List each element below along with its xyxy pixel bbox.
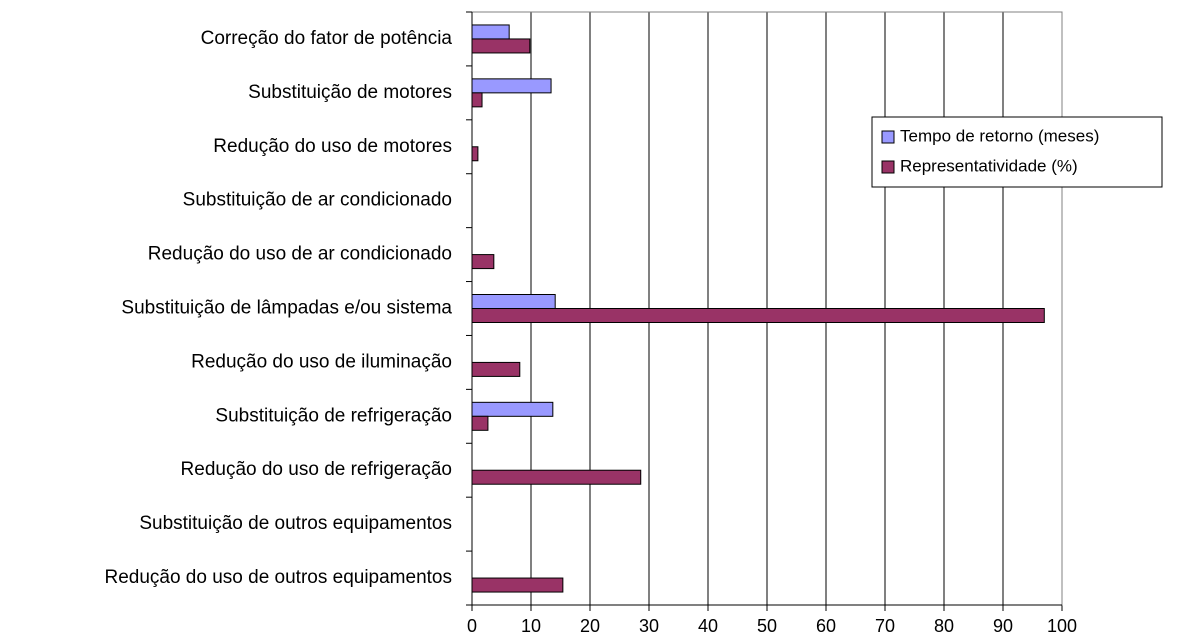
y-tick-label: Redução do uso de motores bbox=[213, 136, 452, 157]
y-tick-label: Substituição de lâmpadas e/ou sistema bbox=[121, 298, 452, 319]
legend-label: Representatividade (%) bbox=[900, 156, 1078, 175]
bar bbox=[471, 254, 495, 270]
x-tick-label: 10 bbox=[521, 616, 541, 635]
x-tick-label: 60 bbox=[816, 616, 836, 635]
bar bbox=[471, 401, 554, 417]
x-tick-label: 70 bbox=[875, 616, 895, 635]
y-tick-label: Redução do uso de iluminação bbox=[191, 351, 452, 372]
legend-box bbox=[871, 116, 1163, 188]
bar bbox=[471, 469, 642, 485]
x-tick-label: 80 bbox=[934, 616, 954, 635]
x-tick-label: 40 bbox=[698, 616, 718, 635]
legend-swatch bbox=[881, 160, 895, 174]
bar bbox=[471, 577, 564, 593]
x-tick-label: 30 bbox=[639, 616, 659, 635]
y-tick-label: Redução do uso de ar condicionado bbox=[148, 244, 452, 265]
y-tick-label: Substituição de refrigeração bbox=[215, 405, 452, 426]
x-tick-label: 0 bbox=[467, 616, 477, 635]
bar bbox=[471, 294, 556, 309]
y-tick-label: Correção do fator de potência bbox=[201, 28, 453, 49]
y-tick-label: Redução do uso de refrigeração bbox=[181, 459, 452, 480]
x-tick-label: 100 bbox=[1047, 616, 1077, 635]
bar bbox=[471, 146, 479, 162]
y-tick-label: Redução do uso de outros equipamentos bbox=[104, 567, 452, 588]
legend-swatch bbox=[881, 130, 895, 144]
bar bbox=[471, 415, 489, 431]
legend-label: Tempo de retorno (meses) bbox=[900, 126, 1099, 145]
x-tick-label: 50 bbox=[757, 616, 777, 635]
bar bbox=[471, 308, 1045, 323]
bar bbox=[471, 361, 521, 377]
bar bbox=[471, 92, 483, 108]
y-tick-label: Substituição de ar condicionado bbox=[183, 190, 452, 211]
bar bbox=[471, 78, 552, 94]
y-tick-label: Substituição de motores bbox=[248, 82, 452, 103]
x-tick-label: 90 bbox=[993, 616, 1013, 635]
x-tick-label: 20 bbox=[580, 616, 600, 635]
bar bbox=[471, 38, 531, 54]
y-tick-label: Substituição de outros equipamentos bbox=[139, 513, 452, 534]
bar bbox=[471, 24, 510, 40]
